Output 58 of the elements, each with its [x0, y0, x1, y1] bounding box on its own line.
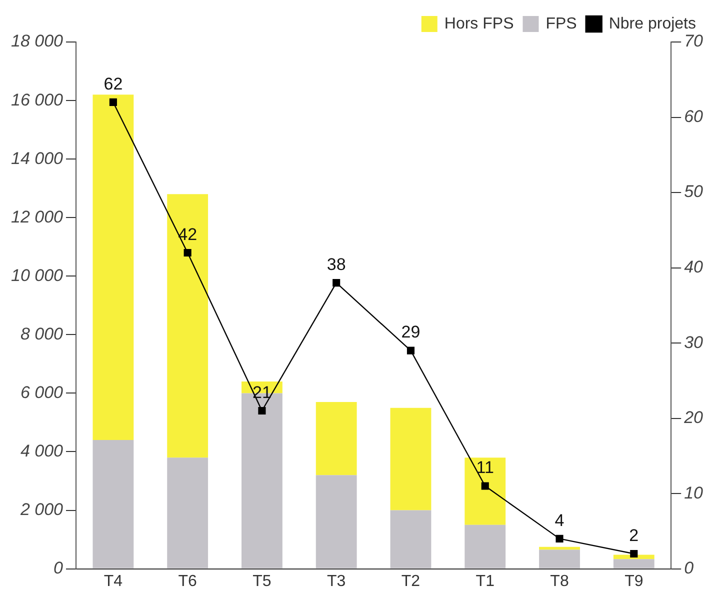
- y-tick-label: 8 000: [20, 324, 64, 344]
- y-tick-label: 10 000: [10, 266, 64, 285]
- y2-tick-label: 10: [684, 483, 704, 502]
- bar: [167, 458, 208, 568]
- data-label: 62: [104, 74, 123, 94]
- data-label: 29: [401, 322, 420, 342]
- bar: [539, 550, 580, 568]
- x-tick-label: T1: [476, 572, 495, 590]
- data-label: 4: [554, 510, 564, 530]
- data-label: 42: [178, 224, 198, 244]
- y2-tick-label: 0: [684, 558, 694, 578]
- y-tick-label: 12 000: [10, 207, 64, 226]
- point: [481, 482, 489, 490]
- point: [556, 534, 564, 542]
- x-tick-label: T8: [550, 572, 569, 590]
- point: [630, 550, 638, 558]
- bar: [167, 194, 208, 458]
- x-tick-label: T4: [104, 572, 123, 590]
- x-tick-label: T5: [252, 572, 272, 590]
- bar: [539, 546, 580, 550]
- bar: [316, 402, 357, 476]
- y-tick-label: 0: [54, 558, 64, 578]
- point: [406, 346, 415, 354]
- point: [332, 279, 340, 287]
- y-tick-label: 16 000: [10, 90, 64, 110]
- bar: [316, 475, 357, 568]
- data-label: 38: [326, 255, 346, 274]
- point: [109, 98, 117, 106]
- y2-tick-label: 50: [684, 182, 704, 202]
- x-tick-label: T6: [178, 572, 198, 590]
- bar: [390, 408, 432, 510]
- data-label: 11: [476, 458, 494, 478]
- y-tick-label: 4 000: [20, 441, 64, 460]
- y2-tick-label: 40: [684, 258, 704, 277]
- x-tick-label: T9: [624, 572, 644, 590]
- bar: [92, 440, 134, 568]
- bar: [464, 524, 506, 568]
- x-tick-label: T2: [401, 572, 420, 590]
- bar: [464, 458, 506, 525]
- data-label: 2: [629, 526, 639, 545]
- bar: [390, 510, 432, 568]
- y-tick-label: 14 000: [10, 148, 64, 168]
- point: [258, 406, 266, 415]
- point: [184, 248, 192, 256]
- legend-label: Hors FPS: [444, 15, 514, 32]
- y-tick-label: 2 000: [19, 500, 64, 519]
- y2-tick-label: 30: [684, 332, 704, 352]
- y-tick-label: 6 000: [20, 382, 64, 402]
- y2-tick-label: 20: [683, 408, 704, 428]
- bar: [92, 94, 134, 440]
- bar: [613, 559, 654, 568]
- y2-tick-label: 70: [684, 32, 704, 51]
- y2-tick-label: 60: [684, 106, 704, 126]
- legend-label: Nbre projets: [608, 15, 696, 32]
- y-tick-label: 18 000: [10, 32, 64, 51]
- x-tick-label: T3: [327, 572, 346, 590]
- legend-label: FPS: [546, 15, 577, 32]
- data-label: 21: [252, 382, 272, 402]
